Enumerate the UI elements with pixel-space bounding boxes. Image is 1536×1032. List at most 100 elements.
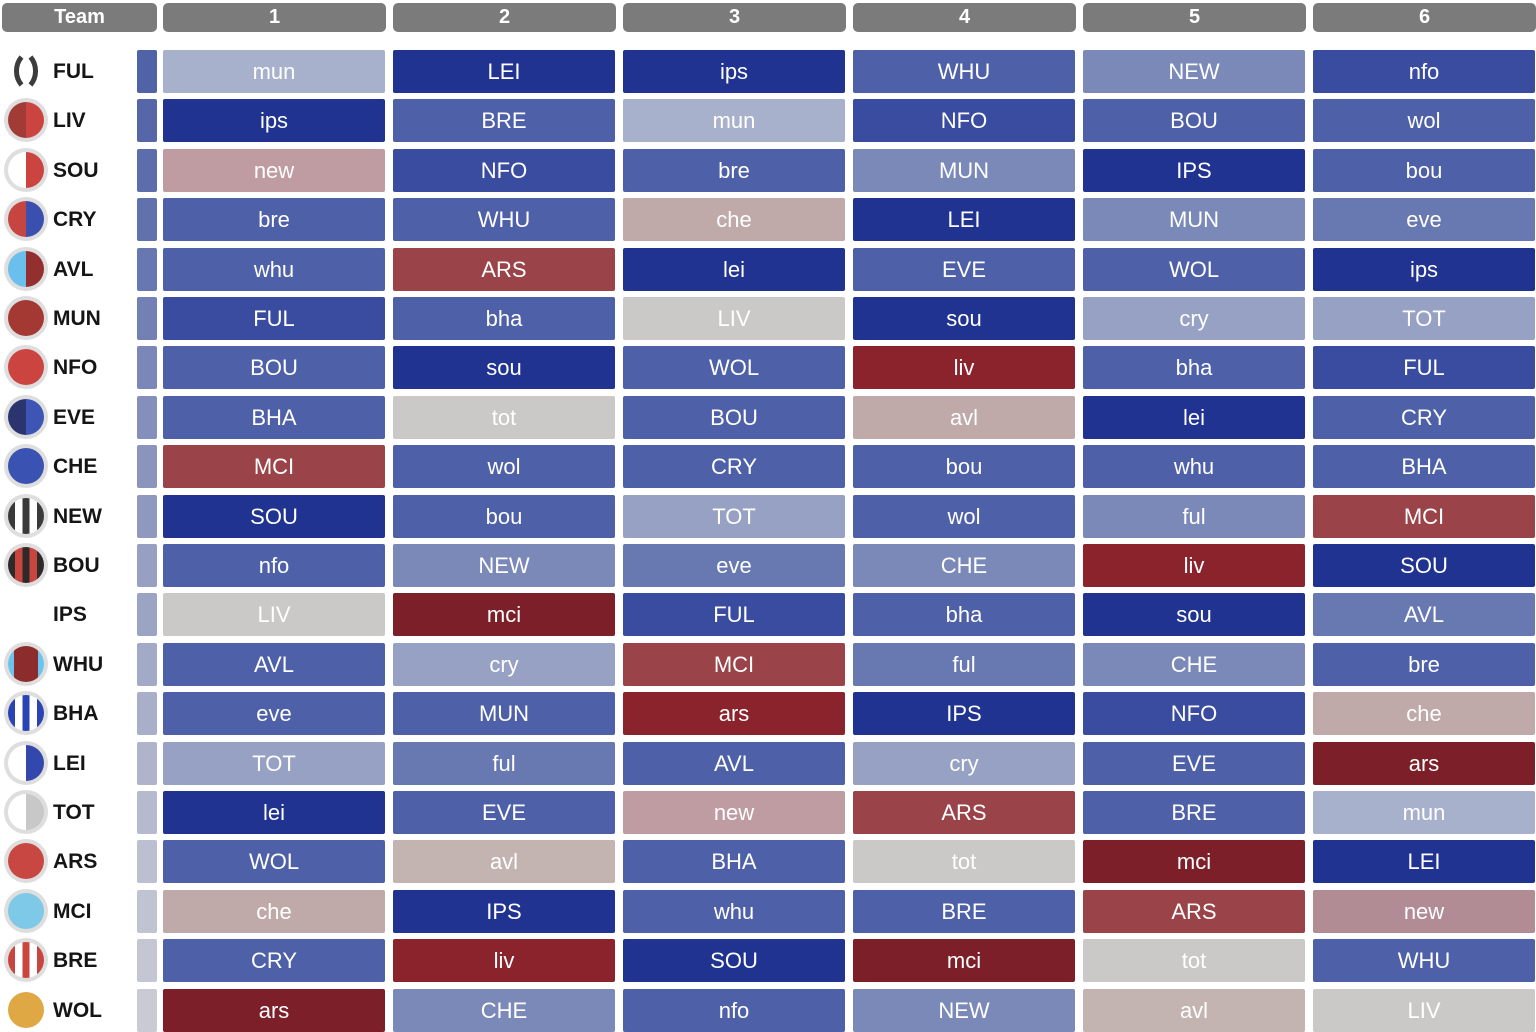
- fixture-cell: ips: [1313, 248, 1535, 291]
- fixture-cell: NEW: [853, 989, 1075, 1032]
- fixture-cell: WOL: [163, 840, 385, 883]
- fixture-cell: WOL: [1083, 248, 1305, 291]
- fixture-cell: AVL: [623, 742, 845, 785]
- column-header-team[interactable]: Team: [2, 3, 157, 32]
- fixture-cell: NEW: [393, 544, 615, 587]
- fixture-cell: sou: [853, 297, 1075, 340]
- team-label: LIV: [53, 109, 86, 132]
- team-badge-lei: [4, 741, 48, 785]
- fixture-cell: avl: [853, 396, 1075, 439]
- team-badge-mun: [4, 296, 48, 340]
- fixture-cell: LEI: [393, 50, 615, 93]
- fixture-cell: EVE: [853, 248, 1075, 291]
- fixture-cell: tot: [853, 840, 1075, 883]
- fixture-cell: eve: [623, 544, 845, 587]
- prev-gw-strip: [137, 939, 157, 982]
- team-badge-icon: [8, 794, 44, 830]
- team-label: CRY: [53, 208, 97, 231]
- prev-gw-strip: [137, 99, 157, 142]
- team-label: NEW: [53, 505, 102, 528]
- prev-gw-strip: [137, 346, 157, 389]
- fixture-cell: nfo: [163, 544, 385, 587]
- fixture-cell: ARS: [853, 791, 1075, 834]
- fixture-cell: ars: [1313, 742, 1535, 785]
- team-row: CRY bre WHU che LEI MUN eve: [0, 197, 1536, 241]
- fixture-cell: new: [623, 791, 845, 834]
- fixture-cell: wol: [393, 445, 615, 488]
- fixture-cell: TOT: [163, 742, 385, 785]
- prev-gw-strip: [137, 495, 157, 538]
- team-badge-eve: [4, 395, 48, 439]
- column-header-gameweek[interactable]: 5: [1083, 3, 1306, 32]
- team-badge-bha: [4, 691, 48, 735]
- fixture-cell: EVE: [1083, 742, 1305, 785]
- fixture-cell: TOT: [623, 495, 845, 538]
- column-header-gameweek[interactable]: 3: [623, 3, 846, 32]
- fixture-cell: mci: [1083, 840, 1305, 883]
- fixture-cell: bha: [1083, 346, 1305, 389]
- fixture-cell: CHE: [1083, 643, 1305, 686]
- fixture-cell: SOU: [1313, 544, 1535, 587]
- fixture-cell: whu: [1083, 445, 1305, 488]
- team-row: LEI TOT ful AVL cry EVE ars: [0, 741, 1536, 785]
- fixture-cell: BRE: [1083, 791, 1305, 834]
- fixture-cell: tot: [393, 396, 615, 439]
- fixture-cell: NFO: [853, 99, 1075, 142]
- prev-gw-strip: [137, 297, 157, 340]
- fixture-cell: ips: [163, 99, 385, 142]
- fixture-cell: ips: [623, 50, 845, 93]
- fixture-cell: che: [623, 198, 845, 241]
- team-label: FUL: [53, 60, 94, 83]
- fixture-cell: BOU: [1083, 99, 1305, 142]
- team-label: MUN: [53, 307, 101, 330]
- fixture-cell: eve: [1313, 198, 1535, 241]
- team-label: EVE: [53, 406, 96, 429]
- fixture-cell: nfo: [1313, 50, 1535, 93]
- fixture-cell: BOU: [623, 396, 845, 439]
- team-badge-icon: [8, 448, 44, 484]
- column-header-gameweek[interactable]: 4: [853, 3, 1076, 32]
- fixture-cell: BHA: [1313, 445, 1535, 488]
- prev-gw-strip: [137, 791, 157, 834]
- fixture-cell: BRE: [393, 99, 615, 142]
- team-badge-icon: [8, 251, 44, 287]
- fixture-cell: BHA: [163, 396, 385, 439]
- team-badge-icon: [8, 942, 44, 978]
- team-label: ARS: [53, 850, 98, 873]
- team-badge-icon: [8, 745, 44, 781]
- fixture-cell: bou: [1313, 149, 1535, 192]
- column-header-gameweek[interactable]: 1: [163, 3, 386, 32]
- fixture-cell: ars: [623, 692, 845, 735]
- fixture-cell: WHU: [1313, 939, 1535, 982]
- team-badge-nfo: [4, 345, 48, 389]
- team-row: IPS LIV mci FUL bha sou AVL: [0, 593, 1536, 636]
- fixture-cell: bre: [1313, 643, 1535, 686]
- team-badge-new: [4, 494, 48, 538]
- fixture-cell: LEI: [853, 198, 1075, 241]
- column-header-gameweek[interactable]: 2: [393, 3, 616, 32]
- fixture-cell: wol: [853, 495, 1075, 538]
- fixture-cell: bou: [853, 445, 1075, 488]
- team-label: BOU: [53, 554, 100, 577]
- fixture-cell: LEI: [1313, 840, 1535, 883]
- team-badge-icon: [8, 399, 44, 435]
- fixture-cell: NFO: [393, 149, 615, 192]
- fixture-cell: CHE: [393, 989, 615, 1032]
- fixture-cell: ful: [853, 643, 1075, 686]
- fixture-cell: FUL: [163, 297, 385, 340]
- fixture-cell: nfo: [623, 989, 845, 1032]
- fixture-cell: bre: [623, 149, 845, 192]
- team-badge-icon: [8, 53, 44, 89]
- team-badge-cry: [4, 197, 48, 241]
- fixture-cell: CRY: [1313, 396, 1535, 439]
- team-row: NEW SOU bou TOT wol ful MCI: [0, 494, 1536, 538]
- fixture-cell: WHU: [853, 50, 1075, 93]
- team-badge-icon: [8, 893, 44, 929]
- team-row: BHA eve MUN ars IPS NFO che: [0, 691, 1536, 735]
- team-badge-icon: [8, 300, 44, 336]
- team-badge-avl: [4, 247, 48, 291]
- team-row: TOT lei EVE new ARS BRE mun: [0, 790, 1536, 834]
- fixture-cell: IPS: [853, 692, 1075, 735]
- team-row: ARS WOL avl BHA tot mci LEI: [0, 839, 1536, 883]
- column-header-gameweek[interactable]: 6: [1313, 3, 1536, 32]
